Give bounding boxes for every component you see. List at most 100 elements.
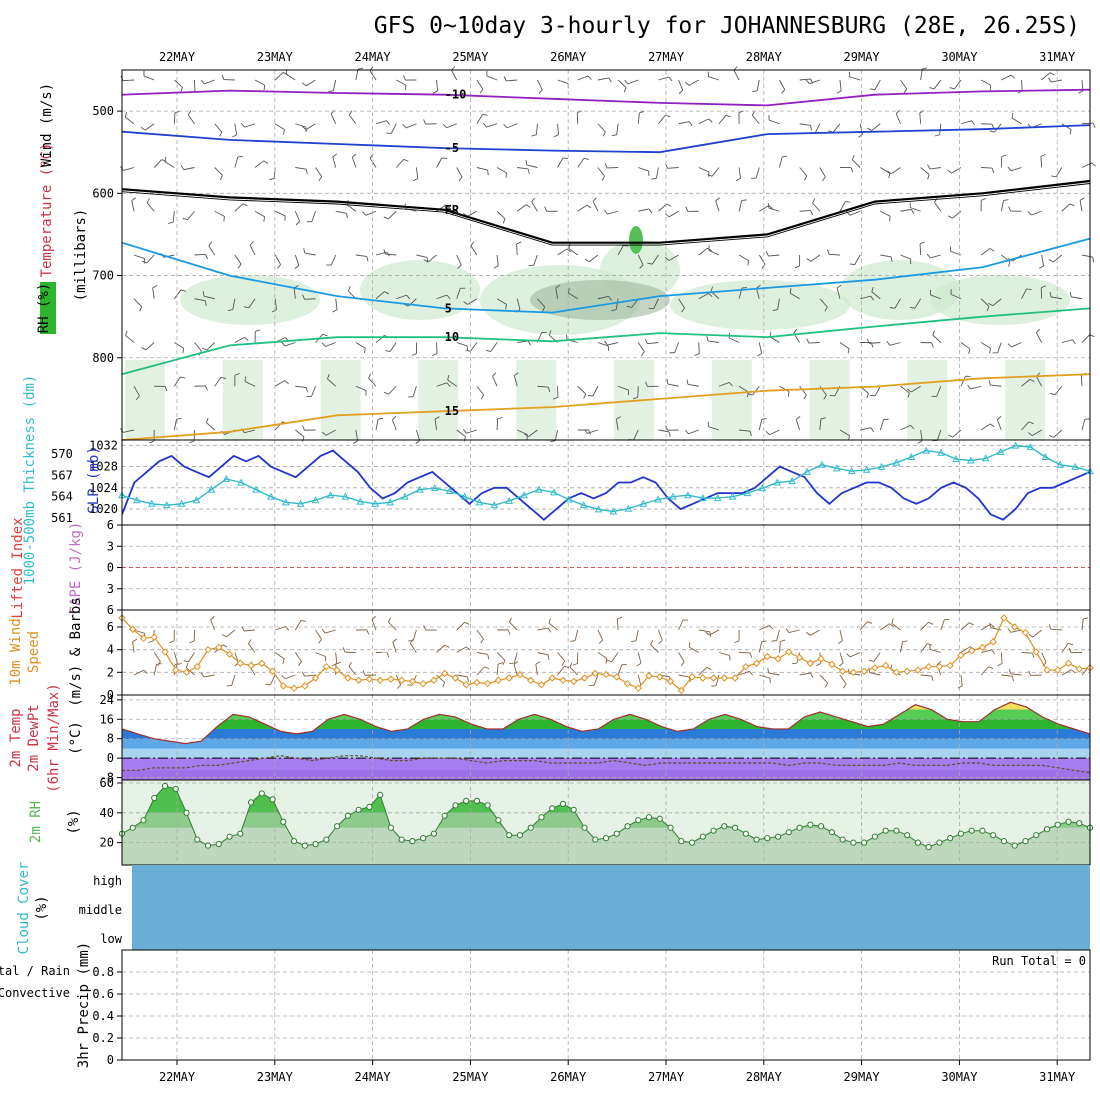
wind-barb-flag (772, 309, 778, 312)
wind-barb-flag (330, 109, 335, 115)
wind-barb (436, 157, 443, 168)
wind-barb (891, 167, 901, 175)
rh-marker (215, 841, 222, 848)
wind-barb (880, 167, 890, 174)
wind-barb (509, 621, 518, 631)
wind-barb (1081, 334, 1091, 343)
thickness-marker (371, 499, 380, 507)
wind-speed-marker (1054, 666, 1062, 674)
rh-marker (742, 830, 749, 837)
wind-barb-flag (715, 197, 720, 202)
wind-barb (274, 652, 285, 660)
wind-speed-marker (387, 675, 395, 683)
rh2m-unit-label: (%) (66, 809, 82, 834)
temp-tick: 0 (107, 751, 114, 765)
wind-barb-flag (1027, 210, 1032, 216)
wind-speed-marker (161, 648, 169, 656)
wind-barb-flag (685, 81, 690, 86)
wind-barb (678, 79, 684, 91)
wind-barb-flag (988, 380, 991, 386)
cloud-row-label: middle (79, 903, 122, 917)
wind-barb-flag (989, 348, 991, 354)
wind-barb (839, 429, 850, 436)
wind-barb (819, 385, 827, 396)
wind-barb-flag (301, 82, 307, 87)
date-label-bottom: 30MAY (941, 1070, 978, 1084)
wind-barb (304, 674, 316, 677)
wind-barb-flag (604, 209, 608, 215)
wind-barb (486, 123, 498, 128)
wind-barb-flag (548, 330, 552, 336)
wind-barb (517, 429, 528, 435)
rh-marker (947, 835, 954, 842)
wind-barb-flag (991, 167, 995, 173)
wind-barb (187, 114, 195, 125)
wind-barb-flag (386, 652, 390, 658)
wind-barb-flag (263, 160, 269, 164)
wind-barb (447, 379, 457, 387)
wind-barb-flag (678, 89, 684, 94)
thickness-marker (892, 458, 901, 466)
wind-barb-flag (277, 264, 281, 269)
pressure-tick: 700 (92, 269, 114, 283)
temperature-label: Temperature (°C) (39, 143, 55, 278)
wind-barb-flag (989, 130, 995, 133)
wind-barb-flag (542, 306, 546, 312)
wind-barb (980, 666, 989, 676)
wind-barb-flag (403, 159, 409, 162)
wind-barb (456, 646, 467, 653)
wind-barb-flag (705, 631, 710, 636)
thickness-marker (624, 504, 633, 512)
wind-barb (456, 674, 468, 678)
wind-barb-flag (514, 372, 519, 377)
date-label-top: 23MAY (257, 50, 294, 64)
wind-barb-flag (301, 671, 305, 677)
wind-barb (777, 298, 780, 310)
wind-barb (849, 652, 861, 658)
wind-barb (1081, 122, 1094, 125)
wind-barb (476, 652, 488, 655)
wind-speed-marker (914, 666, 922, 674)
wind-barb-flag (446, 382, 451, 387)
wind-barb-flag (463, 301, 468, 305)
wind-barb (274, 380, 285, 387)
thickness-marker (773, 478, 782, 486)
wind-speed-marker (967, 647, 976, 655)
wind-barb (526, 164, 538, 168)
wind-barb-flag (919, 241, 925, 245)
wind-barb (940, 619, 945, 631)
wind-barb (174, 79, 183, 88)
slp-tick: 1028 (89, 460, 118, 474)
wind-barb-flag (816, 663, 822, 667)
wind-barb (900, 208, 912, 212)
wind-barb (715, 674, 720, 686)
wind-barb-flag (566, 334, 568, 340)
rh-marker (667, 824, 674, 831)
date-label-bottom: 27MAY (648, 1070, 685, 1084)
rh-marker (366, 803, 373, 810)
wind-barb-flag (568, 243, 571, 249)
wind-barb-flag (242, 203, 248, 207)
wind-barb (809, 629, 821, 636)
wind-barb-flag (305, 169, 308, 175)
wind-barb (1050, 628, 1062, 631)
wind-barb-flag (741, 287, 747, 289)
wind-barb-flag (1029, 378, 1035, 383)
wind-barb (980, 79, 992, 86)
wind-barb (295, 123, 307, 128)
wind-barb-flag (1010, 74, 1016, 79)
wind-speed-marker (204, 645, 212, 654)
wind-barb-flag (409, 639, 414, 644)
rh-marker (420, 835, 427, 842)
wind-barb (617, 385, 629, 391)
wind-barb-flag (547, 627, 552, 633)
rh-marker (893, 827, 900, 834)
wind-speed-marker (516, 670, 524, 679)
wind-barb (451, 70, 458, 81)
wind-barb (174, 342, 184, 349)
wind-barb-flag (423, 119, 426, 125)
rh-marker (151, 794, 158, 801)
thickness-marker (862, 465, 871, 473)
wind-barb-flag (989, 622, 992, 628)
